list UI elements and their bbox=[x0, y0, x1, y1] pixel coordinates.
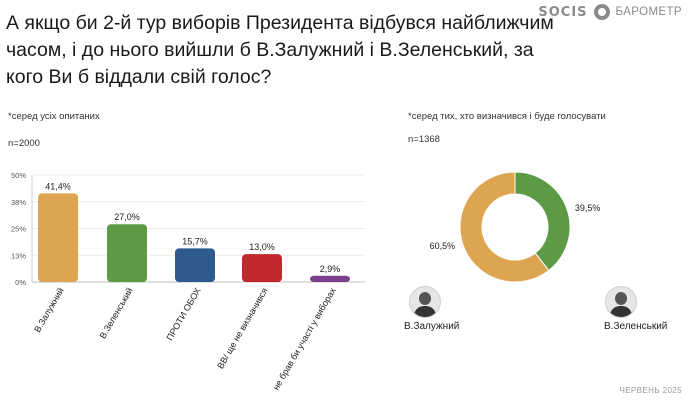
y-tick-label: 13% bbox=[11, 251, 26, 260]
chart-title: А якщо би 2-й тур виборів Президента від… bbox=[6, 12, 554, 88]
y-tick-label: 25% bbox=[11, 225, 26, 234]
bar-value-label: 41,4% bbox=[45, 181, 71, 191]
socis-logo: SOCIS bbox=[538, 4, 588, 20]
brand-logo: SOCIS БАРОМЕТР bbox=[538, 4, 682, 20]
barometer-icon bbox=[593, 4, 610, 20]
donut-slice-1 bbox=[459, 171, 550, 283]
x-category-label: В.Зеленський bbox=[98, 286, 135, 340]
donut-label-zaluzhnyi: 60,5% bbox=[430, 241, 456, 251]
legend-zaluzhnyi: В.Залужний bbox=[404, 321, 460, 332]
bar-value-label: 27,0% bbox=[114, 212, 140, 222]
y-tick-label: 50% bbox=[11, 171, 26, 180]
legend-zelenskyi: В.Зеленський bbox=[604, 321, 668, 332]
bar-2 bbox=[107, 224, 147, 282]
footer-date: ЧЕРВЕНЬ 2025 bbox=[619, 386, 682, 395]
left-note: *серед усіх опитаних bbox=[8, 111, 100, 122]
barometr-logo: БАРОМЕТР bbox=[615, 6, 682, 18]
bar-4 bbox=[242, 254, 282, 282]
bar-value-label: 15,7% bbox=[182, 236, 208, 246]
zelenskyi-avatar bbox=[605, 286, 637, 318]
bar-5 bbox=[310, 275, 350, 282]
right-sample-size: n=1368 bbox=[408, 134, 440, 145]
bar-chart: 0% 13% 25% 38% 50% 41,4% В.Залужний 27,0% В.Зеле… bbox=[11, 171, 365, 392]
donut-label-zelenskyi: 39,5% bbox=[575, 203, 601, 213]
y-tick-label: 38% bbox=[11, 198, 26, 207]
donut-slice-2 bbox=[514, 171, 571, 272]
left-sample-size: n=2000 bbox=[8, 138, 40, 149]
y-tick-label: 0% bbox=[15, 278, 26, 287]
donut-chart: 60,5% 39,5% bbox=[430, 171, 601, 283]
zaluzhnyi-avatar bbox=[409, 286, 441, 318]
right-note: *серед тих, хто визначився і буде голосу… bbox=[408, 111, 606, 122]
x-category-label: ПРОТИ ОБОХ bbox=[164, 286, 202, 342]
bar-value-label: 2,9% bbox=[320, 264, 341, 274]
x-category-label: В.Залужний bbox=[32, 286, 66, 334]
bar-3 bbox=[175, 248, 215, 282]
x-category-label: не брав би участі у виборах bbox=[271, 286, 338, 392]
bar-1 bbox=[38, 193, 78, 282]
x-category-label: ВВ/ ще не визначився bbox=[215, 286, 270, 371]
bar-value-label: 13,0% bbox=[249, 242, 275, 252]
